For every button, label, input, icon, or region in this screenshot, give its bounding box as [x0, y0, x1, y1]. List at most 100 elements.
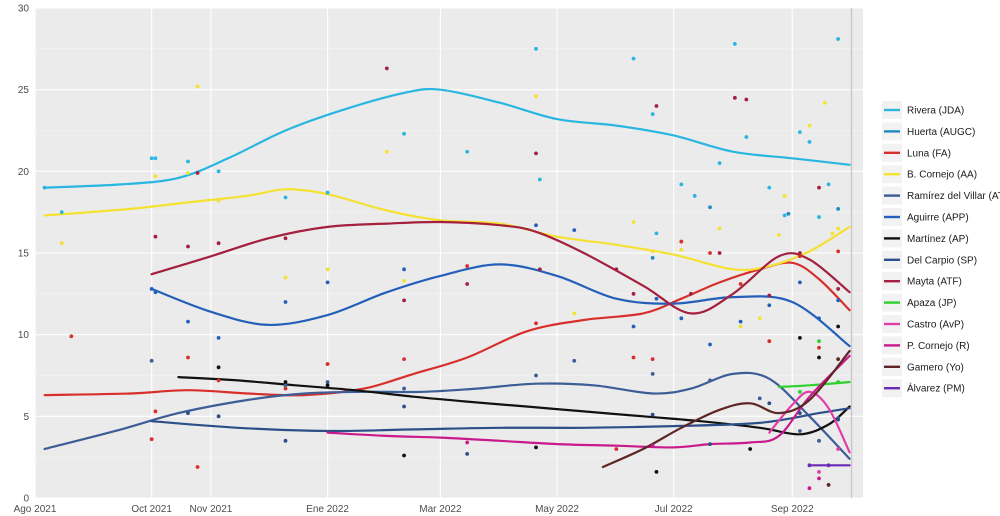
- point-gamero-yo: [826, 483, 831, 487]
- point-b-cornejo-aa: [195, 84, 200, 89]
- point-apaza-jp: [836, 380, 841, 384]
- trend-line-apaza-jp: [777, 380, 851, 388]
- point-luna-fa: [836, 249, 841, 254]
- y-tick-label: 10: [18, 330, 30, 341]
- point-martinez-ap: [283, 380, 288, 384]
- trend-line-del-carpio-sp: [150, 407, 851, 433]
- point-mayta-atf: [153, 234, 158, 239]
- point-aguirre-app: [738, 319, 743, 324]
- legend-label-martinez-ap: Martínez (AP): [907, 234, 969, 245]
- point-b-cornejo-aa: [757, 316, 762, 321]
- legend-label-alvarez-pm: Álvarez (PM): [907, 382, 965, 395]
- point-aguirre-app: [767, 303, 772, 308]
- point-mayta-atf: [836, 287, 841, 291]
- point-b-cornejo-aa: [650, 249, 655, 254]
- point-rivera-jda: [59, 210, 64, 215]
- point-rivera-jda: [465, 149, 470, 154]
- point-rivera-jda: [153, 156, 158, 161]
- point-mayta-atf: [654, 104, 659, 108]
- point-martinez-ap: [402, 453, 406, 458]
- point-aguirre-app: [153, 290, 158, 295]
- point-luna-fa: [195, 465, 200, 469]
- point-p-cornejo-r: [465, 440, 470, 445]
- legend-label-p-cornejo-r: P. Cornejo (R): [907, 341, 970, 352]
- point-ramirez-del-villar-at: [650, 371, 655, 376]
- point-ramirez-del-villar-at: [797, 429, 802, 433]
- point-b-cornejo-aa: [776, 233, 781, 237]
- point-del-carpio-sp: [216, 414, 221, 419]
- point-del-carpio-sp: [650, 412, 655, 417]
- y-tick-label: 15: [18, 249, 30, 260]
- point-luna-fa: [650, 357, 655, 362]
- legend-label-b-cornejo-aa: B. Cornejo (AA): [907, 170, 977, 181]
- point-aguirre-app: [817, 316, 821, 321]
- point-rivera-jda: [402, 131, 406, 136]
- point-b-cornejo-aa: [631, 220, 636, 224]
- grid: [34, 7, 863, 499]
- point-luna-fa: [631, 355, 636, 360]
- point-del-carpio-sp: [465, 452, 470, 456]
- point-b-cornejo-aa: [738, 324, 743, 329]
- point-luna-fa: [186, 355, 190, 360]
- x-tick-label: Jul 2022: [655, 504, 693, 515]
- point-luna-fa: [738, 282, 743, 286]
- point-del-carpio-sp: [767, 401, 772, 406]
- point-martinez-ap: [836, 324, 841, 329]
- trend-lines: [43, 87, 851, 469]
- point-mayta-atf: [465, 282, 470, 286]
- point-mayta-atf: [186, 244, 190, 249]
- point-b-cornejo-aa: [830, 231, 835, 236]
- data-points: [42, 37, 841, 491]
- point-rivera-jda: [817, 215, 821, 219]
- point-castro-avp: [817, 469, 821, 474]
- point-apaza-jp: [817, 339, 821, 344]
- point-aguirre-app: [708, 342, 712, 347]
- trend-line-aguirre-app: [150, 263, 851, 348]
- point-rivera-jda: [186, 159, 190, 164]
- x-tick-label: Sep 2022: [771, 504, 814, 515]
- point-luna-fa: [465, 264, 470, 268]
- point-b-cornejo-aa: [384, 149, 389, 154]
- point-mayta-atf: [216, 241, 221, 246]
- point-luna-fa: [283, 386, 288, 391]
- point-luna-fa: [216, 378, 221, 383]
- point-mayta-atf: [688, 291, 693, 296]
- point-del-carpio-sp: [708, 442, 712, 446]
- trend-line-mayta-atf: [150, 220, 851, 315]
- point-b-cornejo-aa: [186, 171, 190, 175]
- point-aguirre-app: [572, 228, 577, 233]
- point-mayta-atf: [402, 298, 406, 303]
- point-mayta-atf: [717, 251, 722, 255]
- point-b-cornejo-aa: [782, 193, 787, 198]
- point-rivera-jda: [631, 56, 636, 61]
- point-huerta-augc: [708, 205, 712, 210]
- point-luna-fa: [817, 345, 821, 350]
- point-rivera-jda: [797, 130, 802, 135]
- point-p-cornejo-r: [807, 486, 812, 491]
- point-rivera-jda: [42, 185, 47, 190]
- point-aguirre-app: [797, 280, 802, 285]
- point-rivera-jda: [534, 46, 538, 51]
- x-tick-label: Ago 2021: [14, 504, 57, 515]
- point-del-carpio-sp: [186, 411, 190, 415]
- legend-label-del-carpio-sp: Del Carpio (SP): [907, 255, 977, 266]
- x-tick-label: Nov 2021: [190, 504, 233, 515]
- point-b-cornejo-aa: [59, 241, 64, 246]
- trend-line-rivera-jda: [43, 87, 851, 189]
- point-b-cornejo-aa: [836, 226, 841, 231]
- point-rivera-jda: [782, 213, 787, 218]
- point-ramirez-del-villar-at: [149, 358, 154, 363]
- x-tick-label: Ene 2022: [306, 504, 349, 515]
- x-tick-label: May 2022: [535, 504, 579, 515]
- point-rivera-jda: [826, 182, 831, 187]
- point-del-carpio-sp: [402, 404, 406, 409]
- point-aguirre-app: [534, 223, 538, 228]
- point-mayta-atf: [767, 293, 772, 298]
- point-b-cornejo-aa: [807, 123, 812, 128]
- point-martinez-ap: [748, 447, 753, 451]
- point-del-carpio-sp: [836, 417, 841, 422]
- point-martinez-ap: [797, 336, 802, 340]
- point-mayta-atf: [631, 291, 636, 296]
- y-tick-label: 25: [18, 85, 30, 96]
- legend-label-luna-fa: Luna (FA): [907, 148, 951, 159]
